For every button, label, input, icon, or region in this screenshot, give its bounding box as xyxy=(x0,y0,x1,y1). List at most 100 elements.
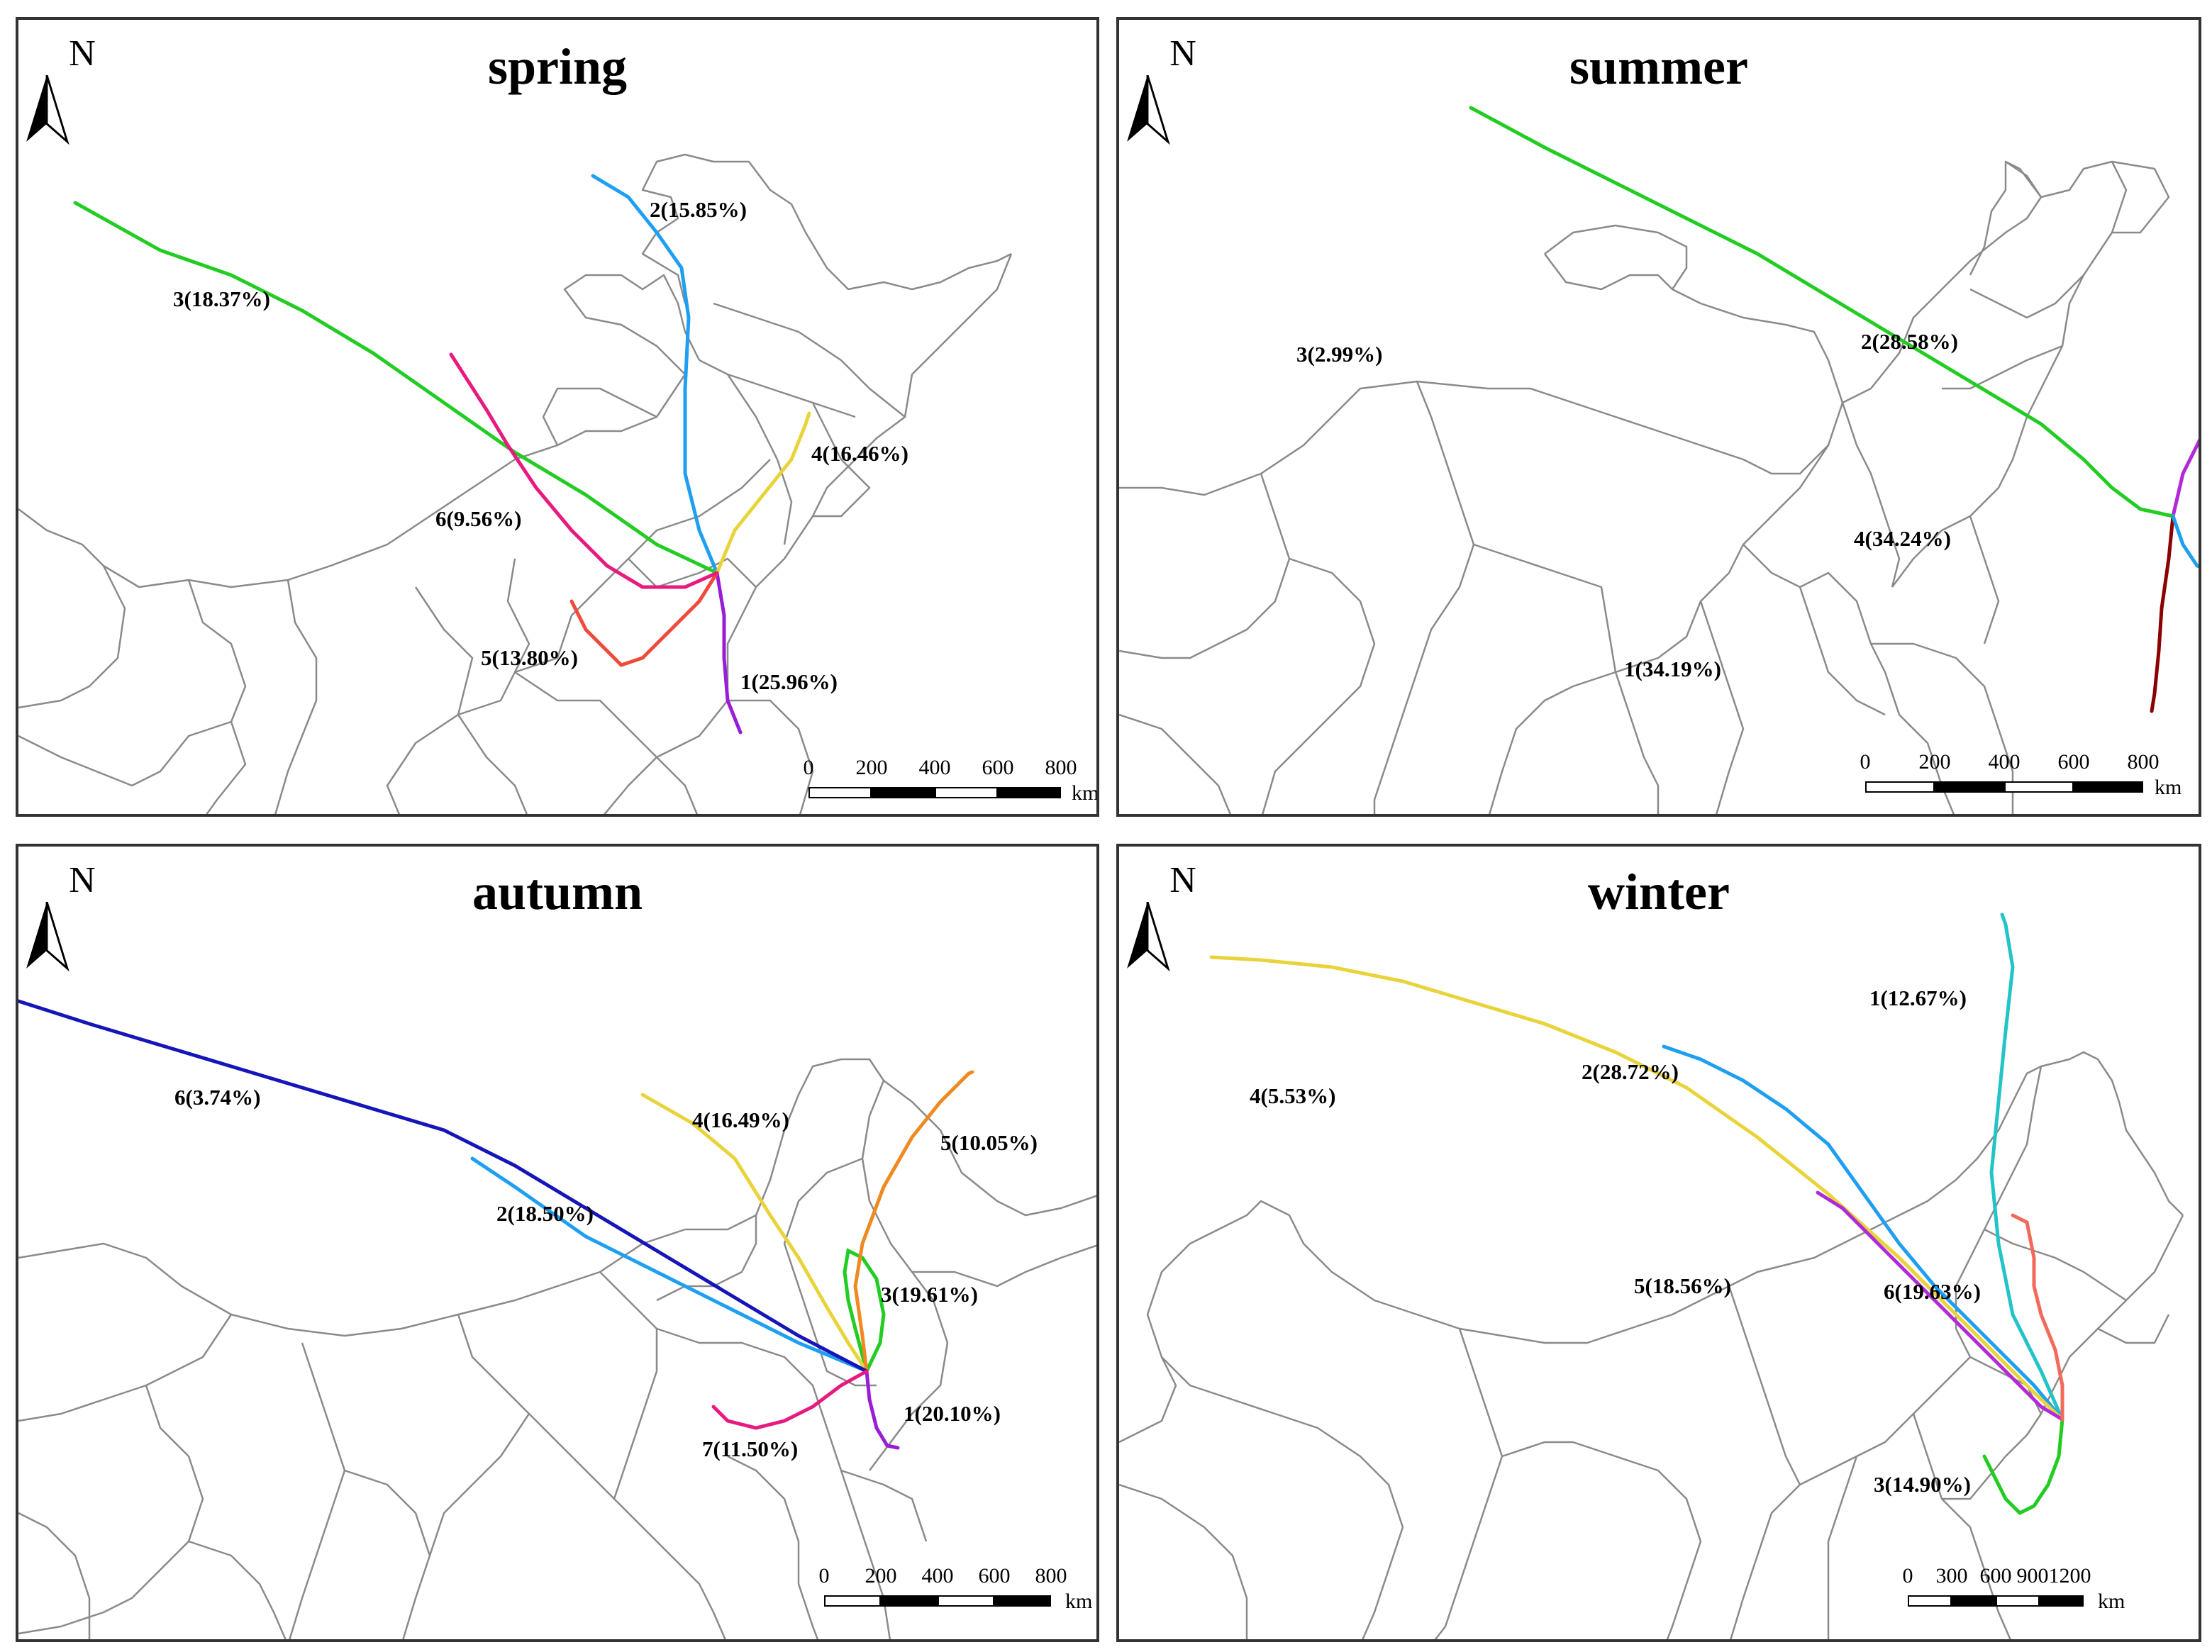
border-line xyxy=(1161,1356,1276,1415)
basemap-autumn xyxy=(18,999,1096,1639)
scale-bar: 0 200 400 600 800 km xyxy=(788,756,1097,814)
scale-unit: km xyxy=(2155,776,2182,799)
border-line xyxy=(728,699,814,814)
trajectory-1 xyxy=(1989,912,2064,1422)
route-label: 5(13.80%) xyxy=(481,645,578,670)
border-line xyxy=(386,586,474,814)
border-line xyxy=(2097,1314,2170,1344)
border-line xyxy=(1942,1456,2006,1500)
route-label: 2(15.85%) xyxy=(650,197,747,222)
border-line xyxy=(274,579,318,814)
scale-unit: km xyxy=(1065,1590,1093,1613)
trajectory-2 xyxy=(470,1156,869,1373)
scale-tick: 400 xyxy=(921,1564,954,1587)
border-line xyxy=(1614,671,1660,814)
border-line xyxy=(1699,601,1745,814)
panel-title: summer xyxy=(1569,38,1748,95)
route-label: 4(5.53%) xyxy=(1250,1083,1336,1108)
panel-title: winter xyxy=(1588,864,1730,920)
trajectory-3 xyxy=(843,1248,886,1373)
scale-bar: 0 200 400 600 800 km xyxy=(793,1564,1096,1622)
border-line xyxy=(1119,253,1844,496)
trajectory-4 xyxy=(2171,514,2199,569)
trajectory-6 xyxy=(18,999,869,1373)
trajectory-4 xyxy=(715,411,811,575)
trajectory-1 xyxy=(715,571,743,735)
border-line xyxy=(755,253,1013,588)
border-line xyxy=(1489,445,1830,814)
border-line xyxy=(1841,402,1901,588)
border-line xyxy=(656,757,699,814)
scale-tick: 800 xyxy=(1045,756,1077,779)
border-line xyxy=(1730,1356,1971,1639)
border-line xyxy=(840,1469,928,1542)
scale-bar: 0 300 600 9001200 km xyxy=(1899,1566,2197,1622)
scale-bar: 0 200 400 600 800 km xyxy=(1850,752,2197,808)
scale-tick: 600 xyxy=(982,756,1014,779)
border-line xyxy=(1119,1483,1248,1639)
border-line xyxy=(188,1540,287,1639)
north-arrow-icon xyxy=(1127,902,1170,972)
scale-tick: 300 xyxy=(1935,1564,1968,1587)
north-arrow-icon xyxy=(26,902,70,972)
scale-tick: 200 xyxy=(865,1564,897,1587)
scale-tick: 400 xyxy=(918,756,951,779)
panel-title: spring xyxy=(487,38,628,95)
border-line xyxy=(1984,1228,2127,1302)
border-line xyxy=(811,402,871,518)
border-line xyxy=(641,153,1012,304)
border-line xyxy=(1728,1285,1801,1485)
border-line xyxy=(18,579,247,787)
border-line xyxy=(1373,381,1475,814)
scale-tick: 0 xyxy=(803,756,814,779)
border-line xyxy=(18,1314,233,1422)
scale-tick: 400 xyxy=(1988,750,2021,774)
trajectory-5 xyxy=(1816,1190,2064,1422)
trajectory-1 xyxy=(2150,514,2175,713)
border-line xyxy=(1842,160,2043,404)
border-line xyxy=(1969,515,2000,644)
trajectory-2 xyxy=(1662,1044,2064,1422)
border-line xyxy=(514,671,657,758)
north-arrow-icon xyxy=(1127,75,1170,145)
border-line xyxy=(1262,557,1376,814)
route-label: 1(20.10%) xyxy=(904,1401,1001,1426)
scale-tick: 600 xyxy=(2057,750,2090,774)
border-line xyxy=(542,387,657,446)
trajectory-3 xyxy=(1982,1417,2064,1516)
trajectory-7 xyxy=(711,1369,869,1430)
trajectory-3 xyxy=(1469,106,2175,518)
border-line xyxy=(457,714,528,814)
border-line xyxy=(1119,713,1232,814)
border-line xyxy=(402,1413,530,1639)
scale-tick: 200 xyxy=(1918,750,1951,774)
route-label: 6(3.74%) xyxy=(174,1085,261,1110)
border-line xyxy=(1799,586,1886,716)
scale-tick: 0 xyxy=(818,1564,830,1587)
route-label: 6(9.56%) xyxy=(435,506,522,531)
border-line xyxy=(1434,1328,1504,1639)
border-line xyxy=(1891,160,2128,588)
trajectory-6 xyxy=(449,352,719,589)
panel-autumn: N autumn 1(20.10%) 2(18.50%) 3(19.61%) 4… xyxy=(16,844,1099,1642)
route-label: 2(28.72%) xyxy=(1582,1059,1679,1084)
border-line xyxy=(457,1314,726,1639)
north-letter: N xyxy=(1169,33,1196,74)
border-line xyxy=(1119,473,1291,659)
border-line xyxy=(1274,1412,1404,1639)
border-line xyxy=(457,459,771,716)
route-label: 3(19.61%) xyxy=(881,1282,978,1307)
scale-tick: 9001200 xyxy=(2016,1564,2091,1587)
route-label: 4(16.49%) xyxy=(692,1107,789,1132)
scale-tick: 600 xyxy=(1979,1564,2012,1587)
panel-title: autumn xyxy=(472,864,643,920)
route-label: 4(16.46%) xyxy=(811,441,908,466)
trajectory-2 xyxy=(591,174,719,575)
border-line xyxy=(613,1329,658,1500)
trajectory-6 xyxy=(2011,1213,2064,1422)
border-line xyxy=(727,373,856,418)
north-arrow-icon xyxy=(26,75,70,145)
north-letter: N xyxy=(69,860,96,900)
trajectory-2 xyxy=(2171,438,2199,518)
route-label: 1(25.96%) xyxy=(740,669,838,694)
